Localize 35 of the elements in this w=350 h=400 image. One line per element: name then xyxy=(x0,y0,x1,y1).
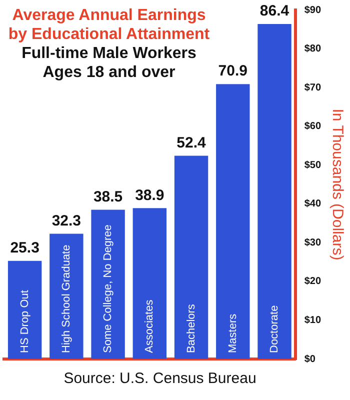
bar xyxy=(258,24,292,359)
x-tick-label: Some College, No Degree xyxy=(102,224,114,353)
x-tick-label: Bachelors xyxy=(185,304,198,353)
y-tick-label: $20 xyxy=(304,276,322,288)
data-label: 32.3 xyxy=(52,212,82,230)
y-tick-label: $40 xyxy=(304,198,322,210)
data-label: 25.3 xyxy=(10,240,40,257)
y-tick-label: $70 xyxy=(304,82,322,94)
y-tick-label: $10 xyxy=(304,314,322,326)
bar xyxy=(91,210,125,359)
text: Full-time Male Workers Ages 18 and over xyxy=(20,44,198,82)
x-tick-label: Masters xyxy=(226,313,239,353)
x-tick-label: Doctorate xyxy=(268,305,281,353)
data-label: 52.4 xyxy=(176,134,207,152)
y-tick-label: $90 xyxy=(304,4,322,16)
source-note: Source: U.S. Census Bureau xyxy=(62,370,258,387)
y-tick-label: $0 xyxy=(304,354,316,365)
bar xyxy=(174,156,208,359)
x-tick-label: High School Graduate xyxy=(60,244,72,353)
y-tick-label: $60 xyxy=(304,121,322,132)
text: Average Annual Earnings by Educational Attainment xyxy=(7,6,211,44)
y-tick-label: $50 xyxy=(304,160,322,171)
data-label: 70.9 xyxy=(218,62,248,80)
data-label: 86.4 xyxy=(260,2,290,20)
bar xyxy=(50,234,84,359)
y-tick-label: $30 xyxy=(304,237,322,248)
data-label: 38.9 xyxy=(135,186,164,204)
y-axis-title: In Thousands (Dollars) xyxy=(328,108,346,260)
bar xyxy=(8,260,42,359)
bar xyxy=(132,208,167,359)
y-tick-label: $80 xyxy=(304,44,322,55)
x-tick-label: HS Drop Out xyxy=(18,290,31,353)
bar xyxy=(216,84,250,359)
x-tick-label: Associates xyxy=(144,299,156,353)
data-label: 38.5 xyxy=(93,188,123,206)
